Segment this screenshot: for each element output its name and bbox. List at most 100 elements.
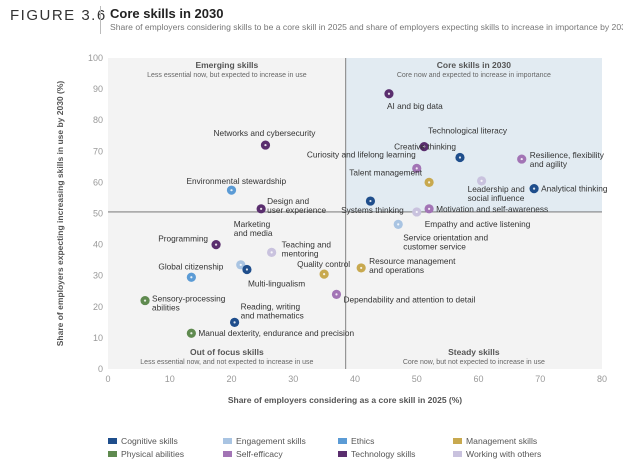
y-tick-label: 40 <box>93 240 103 250</box>
skill-point-center <box>233 321 236 324</box>
legend-label: Working with others <box>466 449 542 459</box>
y-tick-label: 0 <box>98 364 103 374</box>
quadrant-subtitle-emerging: Less essential now, but expected to incr… <box>147 72 307 79</box>
y-tick-label: 90 <box>93 84 103 94</box>
legend-label: Self-efficacy <box>236 449 283 459</box>
skill-label: Networks and cybersecurity <box>214 128 317 138</box>
skill-point-center <box>387 92 391 95</box>
skill-point-center <box>458 156 462 159</box>
skill-point-center <box>428 207 431 210</box>
legend-swatch <box>108 451 117 457</box>
legend-label: Technology skills <box>351 449 416 459</box>
x-tick-label: 10 <box>165 374 175 384</box>
skill-label: Motivation and self-awareness <box>436 204 548 214</box>
skill-point-center <box>239 263 242 266</box>
skill-label: Global citizenship <box>158 261 223 271</box>
skill-point-center <box>143 299 147 302</box>
x-tick-label: 30 <box>288 374 298 384</box>
header-divider <box>100 6 101 34</box>
quadrant-subtitle-core: Core now and expected to increase in imp… <box>397 72 551 79</box>
skill-label: Resilience, flexibility and agility <box>530 150 605 169</box>
y-tick-label: 20 <box>93 302 103 312</box>
x-tick-label: 50 <box>412 374 422 384</box>
legend-item-management: Management skills <box>453 436 537 446</box>
legend-label: Cognitive skills <box>121 436 178 446</box>
quadrant-subtitle-out-of-focus: Less essential now, and not expected to … <box>140 359 313 366</box>
legend-swatch <box>223 451 232 457</box>
skill-point-center <box>214 243 218 246</box>
skill-label: Environmental stewardship <box>187 176 287 186</box>
skill-label: Creative thinking <box>394 142 456 152</box>
skill-point-center <box>190 276 193 279</box>
skill-point-center <box>532 187 536 190</box>
legend-item-cognitive: Cognitive skills <box>108 436 178 446</box>
y-tick-label: 70 <box>93 146 103 156</box>
legend-item-physical: Physical abilities <box>108 449 184 459</box>
quadrant-title-core: Core skills in 2030 <box>437 60 511 70</box>
legend-swatch <box>223 438 232 444</box>
legend-item-ethics: Ethics <box>338 436 374 446</box>
quadrant-subtitle-steady: Core now, but not expected to increase i… <box>403 359 545 366</box>
x-tick-label: 20 <box>226 374 236 384</box>
legend-item-technology: Technology skills <box>338 449 415 459</box>
skill-label: Sensory-processing abilities <box>152 294 226 313</box>
figure-subtitle: Share of employers considering skills to… <box>110 22 623 32</box>
skill-point-center <box>270 251 273 254</box>
skill-point-center <box>369 199 372 203</box>
skill-label: AI and big data <box>387 101 443 111</box>
skill-point-center <box>415 210 418 214</box>
legend-label: Engagement skills <box>236 436 306 446</box>
legend-item-self: Self-efficacy <box>223 449 283 459</box>
skill-point-center <box>245 268 249 271</box>
legend-swatch <box>338 451 347 457</box>
y-tick-label: 60 <box>93 177 103 187</box>
skill-label: Marketing and media <box>234 219 273 238</box>
skill-point-center <box>423 145 426 148</box>
y-tick-label: 30 <box>93 271 103 281</box>
x-tick-label: 80 <box>597 374 607 384</box>
figure-label: FIGURE 3.6 <box>10 7 107 24</box>
core-quadrant-background <box>345 58 602 212</box>
skill-label: Manual dexterity, endurance and precisio… <box>198 328 354 338</box>
skill-label: Leadership and social influence <box>468 184 526 203</box>
x-tick-label: 0 <box>105 374 110 384</box>
skill-point-center <box>264 143 267 147</box>
x-tick-label: 70 <box>535 374 545 384</box>
quadrant-title-out-of-focus: Out of focus skills <box>190 347 264 357</box>
skill-label: Talent management <box>349 167 423 177</box>
skill-label: Reading, writing and mathematics <box>241 301 304 320</box>
x-axis-label: Share of employers considering as a core… <box>228 395 462 405</box>
skill-label: Multi-lingualism <box>248 278 305 288</box>
skill-point-center <box>360 266 363 270</box>
legend-item-engagement: Engagement skills <box>223 436 306 446</box>
figure-title: Core skills in 2030 <box>110 6 224 21</box>
skill-label: Empathy and active listening <box>425 219 531 229</box>
legend-label: Physical abilities <box>121 449 185 459</box>
legend-label: Ethics <box>351 436 375 446</box>
skill-label: Technological literacy <box>428 126 508 136</box>
skill-label: Analytical thinking <box>541 184 608 194</box>
skill-point-center <box>230 189 233 192</box>
skill-point-center <box>190 332 193 335</box>
quadrant-title-emerging: Emerging skills <box>195 60 258 70</box>
skill-label: Quality control <box>297 259 350 269</box>
legend-swatch <box>453 451 462 457</box>
quadrant-title-steady: Steady skills <box>448 347 500 357</box>
skill-label: Programming <box>158 234 208 244</box>
y-tick-label: 50 <box>93 209 103 219</box>
figure-header: FIGURE 3.6 Core skills in 2030 Share of … <box>0 0 623 44</box>
y-axis-label: Share of employers expecting increasing … <box>55 81 65 347</box>
skill-point-center <box>415 167 418 170</box>
skill-label: Dependability and attention to detail <box>343 294 475 304</box>
x-tick-label: 40 <box>350 374 360 384</box>
skill-label: Systems thinking <box>341 205 404 215</box>
x-tick-label: 60 <box>473 374 483 384</box>
legend-label: Management skills <box>466 436 538 446</box>
skill-label: Teaching and mentoring <box>282 239 332 258</box>
skill-point-center <box>397 223 400 226</box>
skill-label: Design and user experience <box>267 196 326 215</box>
skill-point-center <box>480 179 483 182</box>
legend-swatch <box>338 438 347 444</box>
y-tick-label: 10 <box>93 333 103 343</box>
scatter-chart: 0 10 20 30 40 50 60 70 80 0 10 20 30 40 50 60 70 80 90 100 S… <box>55 53 608 405</box>
